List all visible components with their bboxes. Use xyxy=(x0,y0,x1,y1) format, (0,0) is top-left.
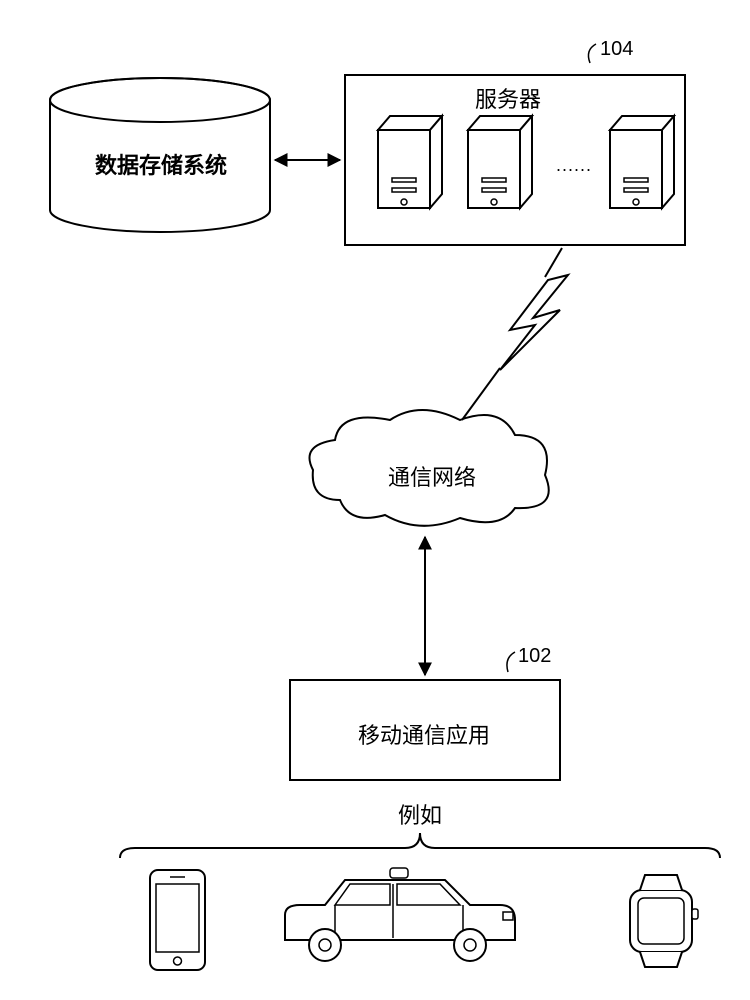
server-box xyxy=(345,44,685,245)
app-ref: 102 xyxy=(518,645,551,668)
server-label: 服务器 xyxy=(475,82,541,114)
server-unit xyxy=(468,116,532,208)
network-label: 通信网络 xyxy=(388,460,476,492)
device-brace xyxy=(120,833,720,858)
storage-label: 数据存储系统 xyxy=(95,148,227,180)
example-label: 例如 xyxy=(398,798,442,830)
server-ref: 104 xyxy=(600,38,633,61)
server-unit xyxy=(610,116,674,208)
app-label: 移动通信应用 xyxy=(358,718,490,750)
device-watch xyxy=(630,875,698,967)
edge-server-network xyxy=(462,248,568,420)
server-unit xyxy=(378,116,442,208)
device-car xyxy=(285,868,515,961)
server-ellipsis: ...... xyxy=(556,155,592,176)
device-phone xyxy=(150,870,205,970)
